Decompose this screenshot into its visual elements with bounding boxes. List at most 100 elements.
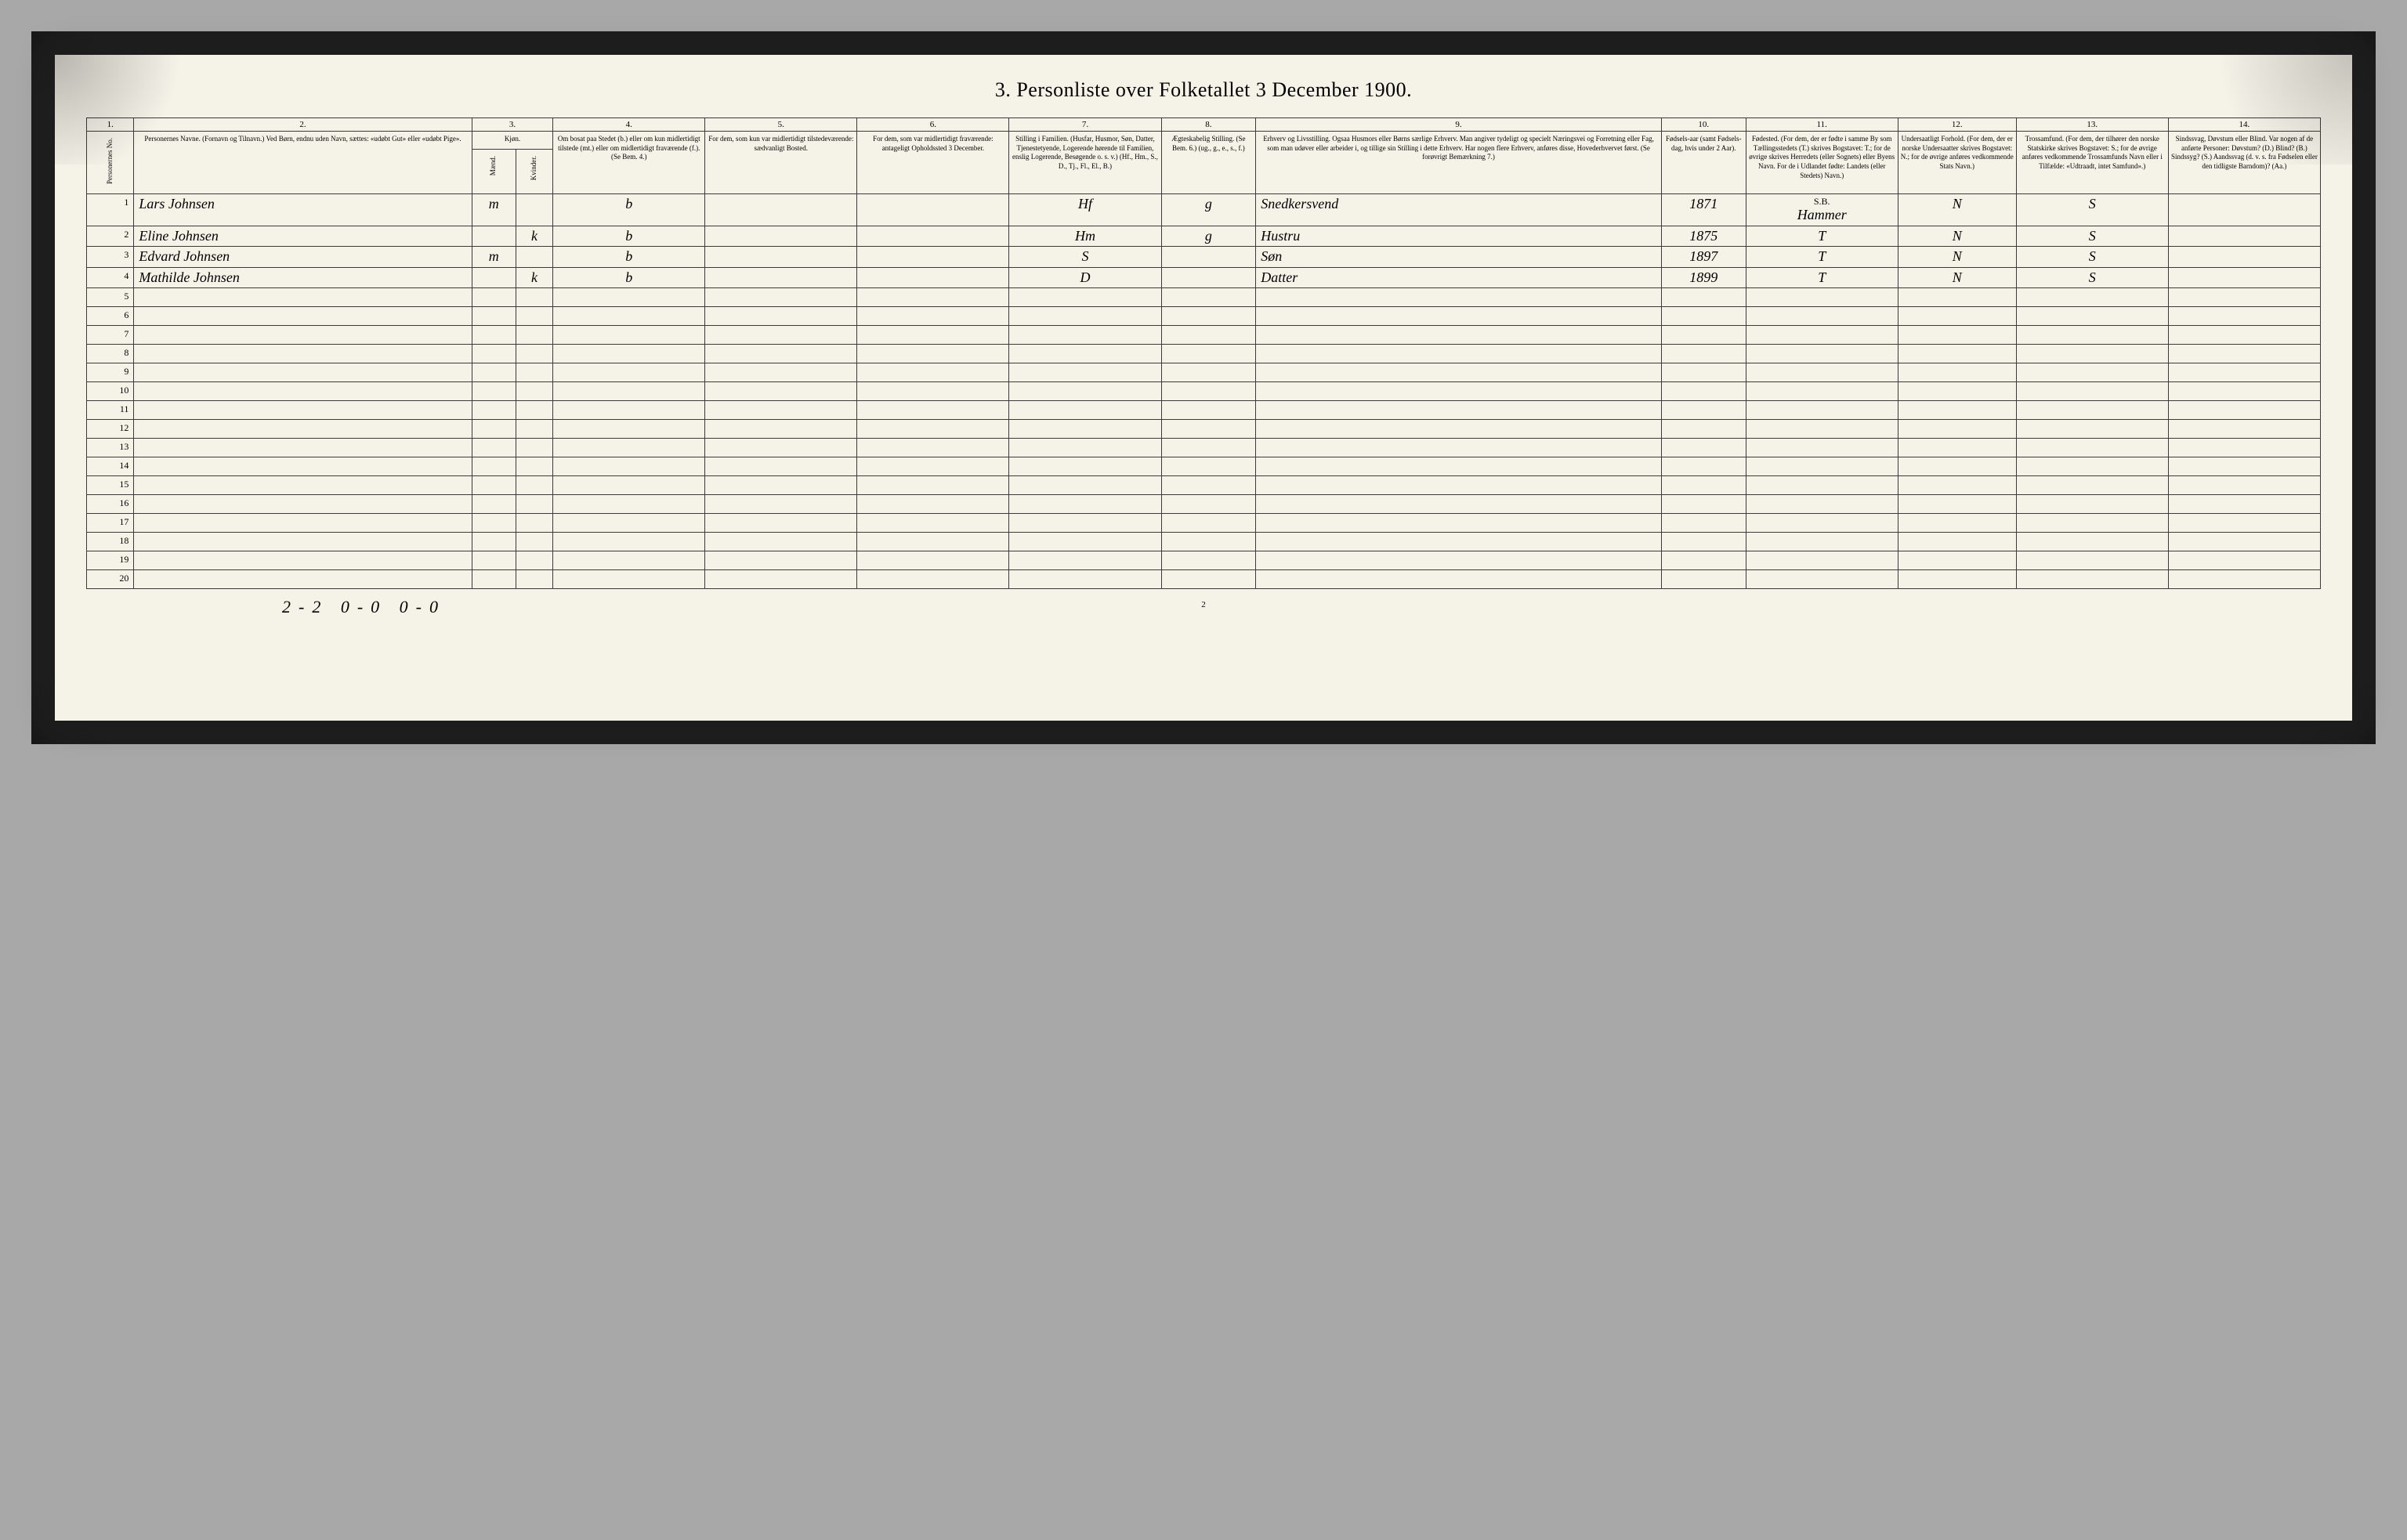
empty-cell: [2168, 326, 2320, 345]
empty-cell: [472, 570, 516, 589]
empty-cell: [2168, 439, 2320, 457]
empty-cell: [2016, 514, 2168, 533]
coln-11: 11.: [1746, 118, 1898, 132]
cell-name: Edvard Johnsen: [134, 247, 472, 268]
empty-cell: [2016, 363, 2168, 382]
table-row-empty: 11: [87, 401, 2321, 420]
document-frame: 3. Personliste over Folketallet 3 Decemb…: [31, 31, 2376, 744]
empty-cell: [1009, 345, 1161, 363]
cell-family-pos: Hf: [1009, 193, 1161, 226]
empty-cell: [705, 457, 857, 476]
table-row: 4Mathilde JohnsenkbDDatter1899TNS: [87, 267, 2321, 288]
empty-cell: [553, 345, 705, 363]
empty-cell: [857, 288, 1009, 307]
coln-8: 8.: [1161, 118, 1256, 132]
table-row-empty: 9: [87, 363, 2321, 382]
empty-cell: [1161, 307, 1256, 326]
row-number: 16: [87, 495, 134, 514]
column-header-row: Personernes No. Personernes Navne. (Forn…: [87, 132, 2321, 150]
empty-cell: [1661, 382, 1746, 401]
empty-cell: [1009, 439, 1161, 457]
empty-cell: [1746, 401, 1898, 420]
table-row-empty: 19: [87, 551, 2321, 570]
empty-cell: [1009, 363, 1161, 382]
empty-cell: [1898, 401, 2016, 420]
empty-cell: [705, 345, 857, 363]
empty-cell: [553, 326, 705, 345]
cell-nationality: N: [1898, 267, 2016, 288]
empty-cell: [857, 363, 1009, 382]
empty-cell: [1898, 533, 2016, 551]
cell-religion: S: [2016, 247, 2168, 268]
coln-10: 10.: [1661, 118, 1746, 132]
coln-5: 5.: [705, 118, 857, 132]
empty-cell: [1898, 457, 2016, 476]
empty-cell: [516, 457, 552, 476]
empty-cell: [1746, 307, 1898, 326]
empty-cell: [134, 363, 472, 382]
empty-cell: [1661, 401, 1746, 420]
empty-cell: [857, 382, 1009, 401]
empty-cell: [705, 288, 857, 307]
cell-sex-m: [472, 226, 516, 247]
cell-birthplace: T: [1746, 247, 1898, 268]
row-number: 12: [87, 420, 134, 439]
empty-cell: [134, 307, 472, 326]
empty-cell: [1746, 533, 1898, 551]
empty-cell: [553, 288, 705, 307]
cell-marital: g: [1161, 193, 1256, 226]
row-number: 20: [87, 570, 134, 589]
coln-13: 13.: [2016, 118, 2168, 132]
empty-cell: [472, 288, 516, 307]
table-row-empty: 8: [87, 345, 2321, 363]
empty-cell: [516, 533, 552, 551]
empty-cell: [472, 401, 516, 420]
cell-nationality: N: [1898, 226, 2016, 247]
cell-sex-k: k: [516, 226, 552, 247]
empty-cell: [516, 345, 552, 363]
empty-cell: [1256, 363, 1662, 382]
cell-sex-k: k: [516, 267, 552, 288]
empty-cell: [2016, 382, 2168, 401]
empty-cell: [2016, 345, 2168, 363]
empty-cell: [472, 533, 516, 551]
empty-cell: [1746, 570, 1898, 589]
row-number: 19: [87, 551, 134, 570]
empty-cell: [1256, 345, 1662, 363]
empty-cell: [1898, 514, 2016, 533]
hdr-trossamfund: Trossamfund. (For dem, der tilhører den …: [2016, 132, 2168, 194]
empty-cell: [857, 457, 1009, 476]
cell-disability: [2168, 267, 2320, 288]
table-row-empty: 10: [87, 382, 2321, 401]
empty-cell: [705, 326, 857, 345]
empty-cell: [1661, 514, 1746, 533]
empty-cell: [134, 476, 472, 495]
empty-cell: [1161, 533, 1256, 551]
empty-cell: [1161, 420, 1256, 439]
empty-cell: [1256, 457, 1662, 476]
hdr-midl-frav: For dem, som var midlertidigt fraværende…: [857, 132, 1009, 194]
empty-cell: [1661, 307, 1746, 326]
empty-cell: [1161, 495, 1256, 514]
empty-cell: [705, 363, 857, 382]
hdr-kjon-k: Kvinder.: [516, 149, 552, 193]
empty-cell: [2016, 401, 2168, 420]
empty-cell: [2016, 326, 2168, 345]
empty-cell: [2168, 570, 2320, 589]
empty-cell: [2168, 288, 2320, 307]
hdr-fodsel: Fødsels-aar (samt Fødsels-dag, hvis unde…: [1661, 132, 1746, 194]
empty-cell: [472, 495, 516, 514]
empty-cell: [516, 288, 552, 307]
empty-cell: [1746, 288, 1898, 307]
row-number: 3: [87, 247, 134, 268]
empty-cell: [553, 551, 705, 570]
empty-cell: [2168, 307, 2320, 326]
empty-cell: [1661, 495, 1746, 514]
empty-cell: [2016, 495, 2168, 514]
hdr-kjon-m: Mænd.: [472, 149, 516, 193]
coln-14: 14.: [2168, 118, 2320, 132]
table-row-empty: 12: [87, 420, 2321, 439]
empty-cell: [516, 570, 552, 589]
cell-c5: [705, 247, 857, 268]
coln-3: 3.: [472, 118, 553, 132]
